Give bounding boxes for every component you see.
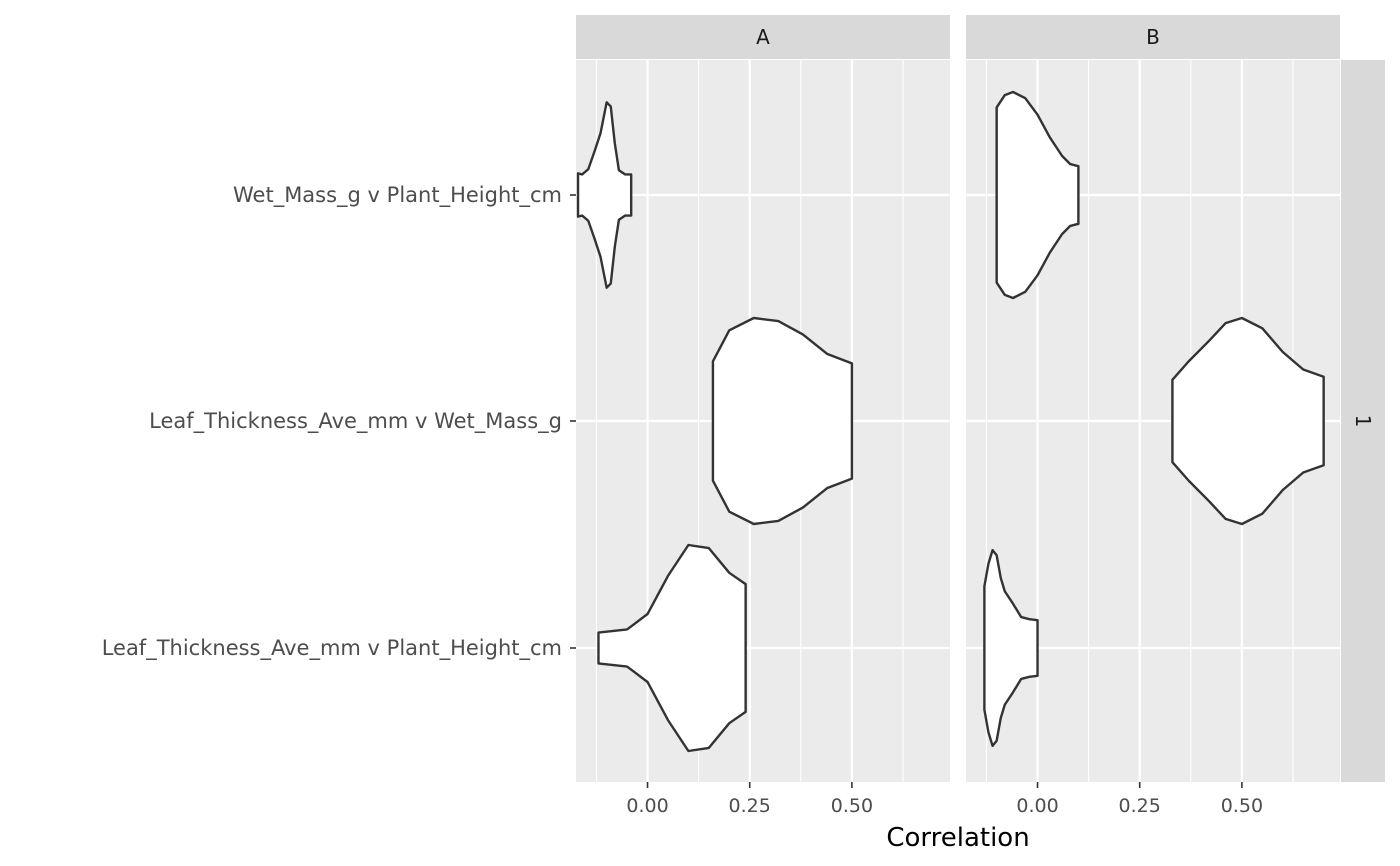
- violin-b-3: [983, 548, 1039, 748]
- strip-label-b: B: [1146, 25, 1160, 49]
- facet-strips: A B 1: [576, 15, 1385, 782]
- x-tick-label: 0.25: [729, 795, 771, 817]
- x-tick-label: 0.25: [1119, 795, 1161, 817]
- strip-row-1: [1341, 60, 1385, 782]
- x-tick-label: 0.00: [1016, 795, 1058, 817]
- violin-b-2: [1171, 316, 1325, 526]
- violin-b-1: [995, 90, 1080, 300]
- x-tick-label: 0.50: [1221, 795, 1263, 817]
- y-tick-label: Leaf_Thickness_Ave_mm v Wet_Mass_g: [149, 409, 562, 434]
- x-axis-title: Correlation: [886, 823, 1029, 853]
- violin-a-3: [597, 543, 747, 753]
- violin-a-1: [576, 101, 633, 289]
- x-tick-label: 0.00: [626, 795, 668, 817]
- strip-label-a: A: [756, 25, 770, 49]
- violin-a-2: [711, 316, 854, 526]
- strip-label-row-1: 1: [1351, 415, 1375, 428]
- x-tick-label: 0.50: [831, 795, 873, 817]
- strip-a: [576, 15, 950, 59]
- y-tick-label: Leaf_Thickness_Ave_mm v Plant_Height_cm: [102, 636, 562, 661]
- strip-b: [966, 15, 1340, 59]
- axes: 0.00 0.25 0.50 0.00 0.25 0.50 Wet_Mass_g v Pla…: [102, 183, 1263, 817]
- violins: [576, 90, 1325, 753]
- y-tick-label: Wet_Mass_g v Plant_Height_cm: [233, 183, 562, 208]
